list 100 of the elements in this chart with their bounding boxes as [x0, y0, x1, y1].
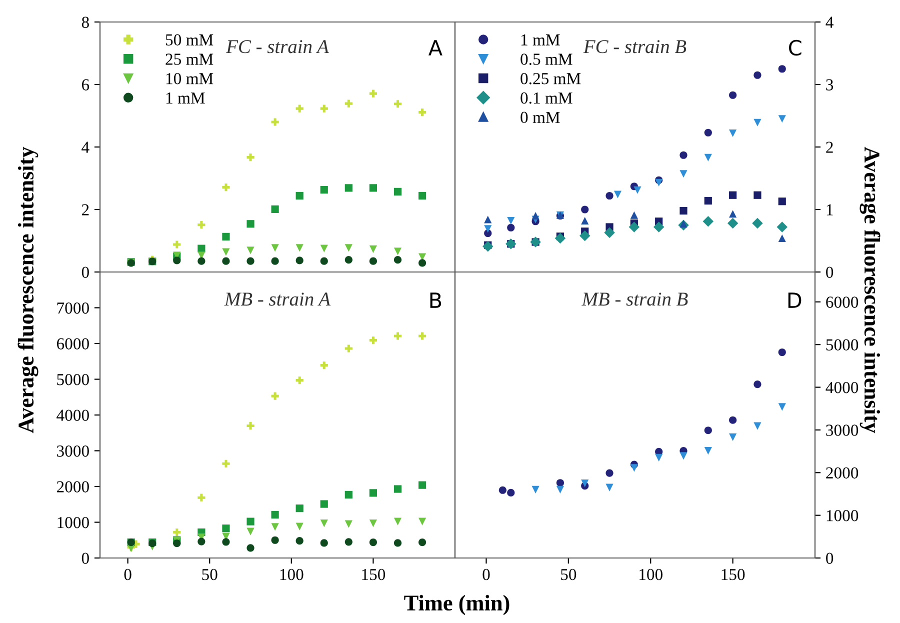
- y-tick-label: 2000: [826, 467, 858, 479]
- point: [754, 380, 762, 388]
- point: [704, 426, 712, 434]
- point: [630, 464, 638, 472]
- point: [320, 186, 328, 194]
- legend-label: 0 mM: [520, 112, 560, 124]
- point: [271, 118, 279, 126]
- point: [778, 348, 786, 356]
- point: [394, 256, 402, 264]
- legend-label: 0.1 mM: [520, 92, 572, 104]
- point: [320, 257, 328, 265]
- legend-label: 0.25 mM: [520, 73, 581, 84]
- y-tick-label: 4000: [826, 382, 858, 394]
- legend-label: 10 mM: [166, 73, 214, 84]
- annotation: C: [789, 40, 802, 56]
- point: [246, 528, 254, 536]
- point: [320, 244, 328, 252]
- point: [271, 510, 279, 519]
- y-tick-label: 5000: [57, 374, 89, 386]
- point: [704, 154, 712, 162]
- point: [271, 523, 279, 531]
- point: [418, 192, 426, 200]
- point: [296, 256, 304, 264]
- point: [222, 538, 230, 546]
- point: [507, 224, 515, 232]
- point: [729, 129, 737, 138]
- point: [754, 191, 762, 199]
- text: MB - strain B: [582, 292, 688, 306]
- annotation: A: [428, 40, 442, 56]
- x-tick-label: 100: [640, 568, 662, 580]
- point: [418, 332, 426, 340]
- point: [271, 392, 279, 400]
- text: FC - strain B: [583, 40, 686, 54]
- point: [507, 216, 515, 225]
- point: [320, 520, 328, 528]
- point: [507, 488, 515, 496]
- point: [729, 433, 737, 441]
- point: [271, 205, 279, 213]
- point: [222, 524, 230, 532]
- point: [606, 484, 614, 492]
- point: [394, 485, 402, 493]
- point: [344, 520, 352, 528]
- point: [418, 538, 426, 546]
- point: [532, 486, 540, 494]
- point: [344, 344, 352, 352]
- y-tick-label: 0: [826, 552, 834, 564]
- point: [344, 184, 352, 192]
- point: [606, 192, 614, 200]
- point: [680, 206, 688, 215]
- point: [754, 118, 762, 126]
- y-axis-title: Average fluorescence intensity: [18, 146, 38, 434]
- y-tick-label: 6: [82, 79, 90, 90]
- point: [754, 422, 762, 430]
- point: [296, 104, 304, 112]
- point: [271, 244, 279, 252]
- point: [418, 481, 426, 489]
- point: [222, 248, 230, 256]
- point: [754, 71, 762, 79]
- point: [680, 170, 688, 178]
- point: [369, 90, 378, 98]
- point: [554, 232, 566, 244]
- point: [198, 538, 206, 546]
- point: [704, 447, 712, 455]
- point: [655, 454, 663, 462]
- point: [246, 220, 254, 228]
- point: [702, 216, 714, 227]
- point: [271, 536, 279, 544]
- point: [680, 452, 688, 460]
- point: [344, 100, 352, 108]
- point: [173, 256, 181, 264]
- legend-label: 0.5 mM: [520, 54, 572, 65]
- point: [614, 190, 622, 198]
- y-tick-label: 3000: [826, 424, 858, 436]
- text: MB - strain A: [224, 292, 331, 306]
- point: [344, 244, 352, 252]
- y-tick-label: 3000: [57, 445, 89, 457]
- point: [482, 240, 494, 252]
- point: [776, 222, 788, 232]
- y-tick-label: 2000: [56, 481, 89, 492]
- point: [604, 227, 615, 238]
- point: [369, 184, 378, 192]
- point: [296, 376, 304, 384]
- x-tick-label: 150: [362, 568, 386, 580]
- point: [778, 198, 786, 206]
- legend-label: 25 mM: [166, 54, 214, 65]
- x-tick-label: 50: [561, 568, 576, 580]
- point: [484, 225, 492, 233]
- point: [222, 184, 230, 192]
- point: [394, 518, 402, 526]
- point: [581, 216, 589, 225]
- x-tick-label: 0: [124, 568, 132, 580]
- point: [655, 178, 663, 186]
- point: [344, 490, 352, 499]
- x-axis-title: Time (min): [404, 594, 510, 616]
- x-tick-label: 150: [722, 568, 745, 580]
- point: [246, 257, 254, 265]
- point: [173, 540, 181, 548]
- text: FC - strain A: [226, 40, 329, 54]
- point: [320, 500, 328, 508]
- point: [198, 257, 206, 265]
